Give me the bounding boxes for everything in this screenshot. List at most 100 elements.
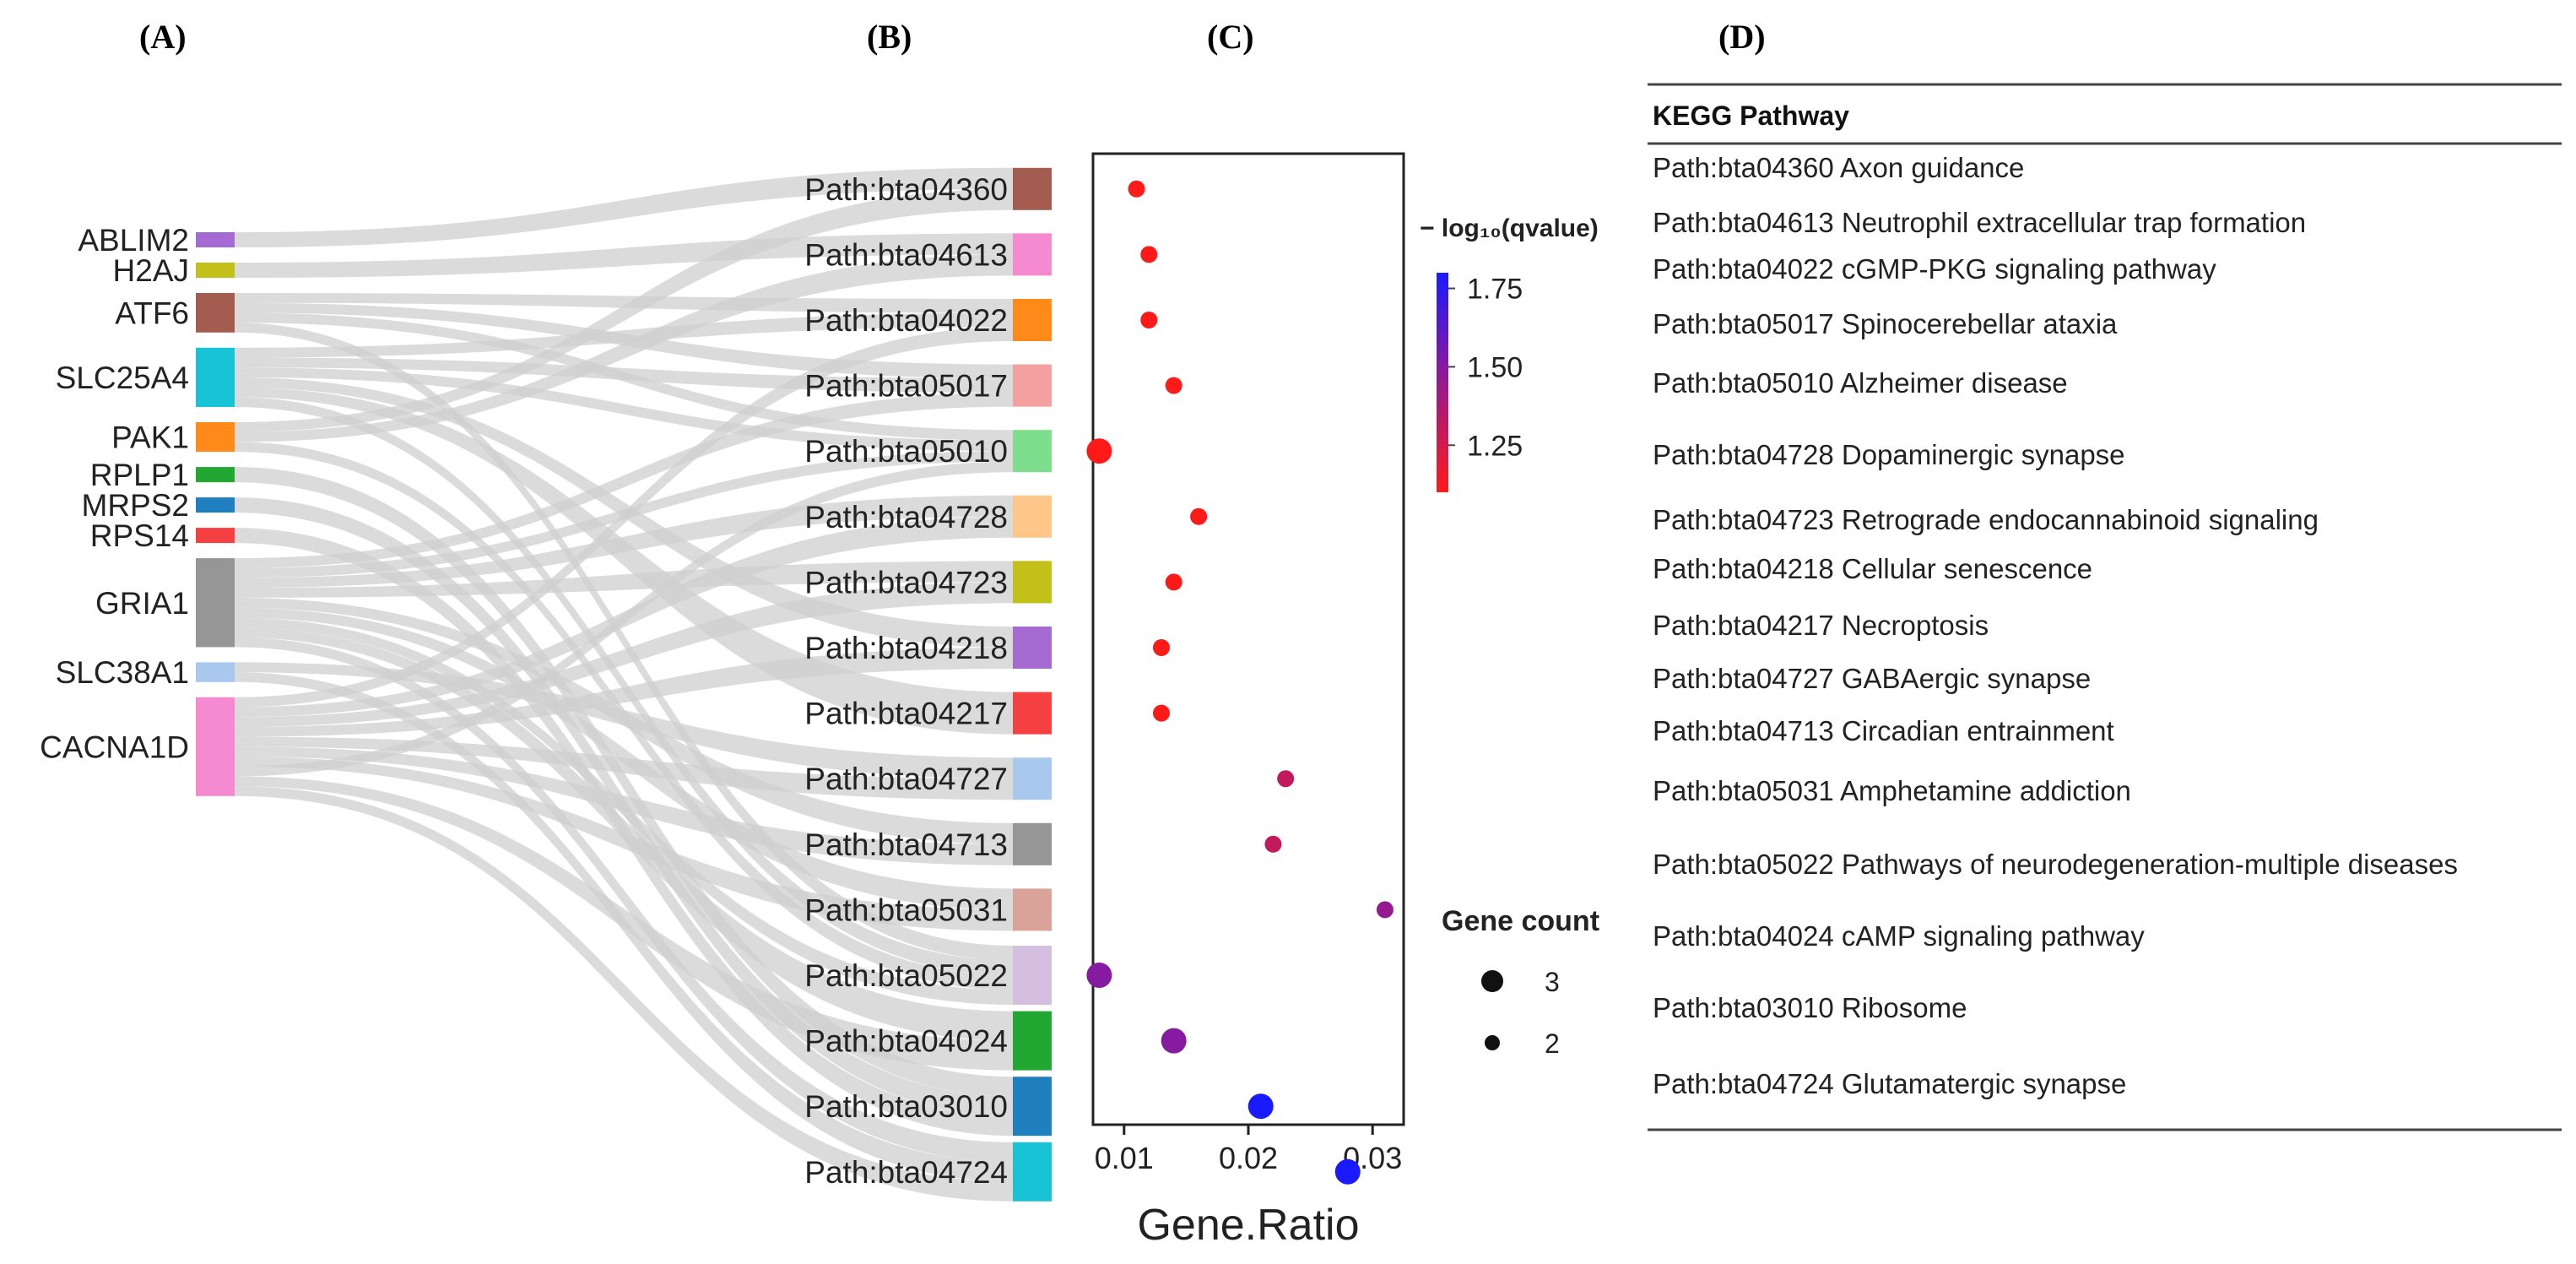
color-tick-label: 1.50 (1467, 351, 1523, 383)
table-row: Path:bta04024 cAMP signaling pathway (1653, 920, 2145, 952)
pathway-node-path-bta04217 (1013, 692, 1052, 735)
sankey-link-slc25a4-path-bta04022 (235, 312, 1013, 358)
sankey-pathway-nodes: Path:bta04360 Path:bta04613 Path:bta04022 P… (804, 167, 1052, 1202)
color-legend: − log₁₀(qvalue) 1.25 1.50 1.75 (1420, 214, 1599, 492)
size-legend-entries: 32 (1481, 967, 1560, 1059)
dot-path-bta04713 (1264, 835, 1282, 853)
pathway-label: Path:bta04713 (804, 827, 1008, 862)
gene-node-h2aj (196, 263, 235, 278)
size-legend-title: Gene count (1442, 905, 1599, 937)
x-tick-label: 0.02 (1219, 1141, 1278, 1175)
panel-label-a: (A) (139, 18, 187, 56)
sankey-link-cacna1d-path-bta04022 (235, 327, 1013, 708)
sankey-link-atf6-path-bta04022 (235, 293, 1013, 313)
dot-plot: 0.01 0.02 0.03 Gene.Ratio (1086, 152, 1405, 1250)
table-row: Path:bta04728 Dopaminergic synapse (1653, 439, 2125, 470)
table-row: Path:bta05010 Alzheimer disease (1653, 367, 2068, 399)
gene-label: ATF6 (115, 296, 189, 330)
gene-label: SLC25A4 (56, 361, 189, 395)
sankey-link-h2aj-path-bta04613 (235, 233, 1013, 278)
size-legend-dot-3 (1481, 970, 1503, 992)
pathway-label: Path:bta04024 (804, 1024, 1008, 1059)
dot-path-bta05010 (1086, 438, 1112, 464)
gene-node-mrps2 (196, 497, 235, 513)
dot-series (1086, 180, 1394, 1185)
dot-path-bta05031 (1376, 901, 1394, 919)
dot-path-bta04024 (1161, 1028, 1187, 1054)
table-row: Path:bta04217 Necroptosis (1653, 610, 1989, 641)
sankey-link-slc25a4-path-bta04217 (235, 387, 1013, 735)
sankey-link-slc25a4-path-bta05017 (235, 357, 1013, 393)
sankey-link-slc38a1-path-bta04727 (235, 662, 1013, 779)
pathway-label: Path:bta05010 (804, 434, 1008, 469)
pathway-label: Path:bta04218 (804, 631, 1008, 665)
sankey-link-cacna1d-path-bta05010 (235, 461, 1013, 777)
pathway-label: Path:bta04724 (804, 1155, 1008, 1190)
pathway-label: Path:bta05031 (804, 892, 1008, 927)
sankey-link-ablim2-path-bta04360 (235, 167, 1013, 247)
gene-node-atf6 (196, 293, 235, 333)
sankey-link-cacna1d-path-bta04024 (235, 776, 1013, 1071)
dot-path-bta04728 (1190, 507, 1208, 525)
pathway-node-path-bta04360 (1013, 167, 1052, 210)
table-row: Path:bta04713 Circadian entrainment (1653, 715, 2114, 746)
table-row: Path:bta04613 Neutrophil extracellular t… (1653, 207, 2306, 238)
sankey-link-slc25a4-path-bta05022 (235, 397, 1013, 975)
pathway-label: Path:bta05022 (804, 958, 1008, 993)
pathway-node-path-bta04728 (1013, 495, 1052, 538)
pathway-node-path-bta04024 (1013, 1011, 1052, 1071)
size-legend-dot-2 (1485, 1035, 1500, 1050)
color-legend-ticks: 1.25 1.50 1.75 (1448, 274, 1523, 462)
sankey-link-cacna1d-path-bta05031 (235, 757, 1013, 931)
x-axis-title: Gene.Ratio (1137, 1201, 1359, 1250)
table-row: Path:bta04218 Cellular senescence (1653, 553, 2092, 584)
pathway-node-path-bta04022 (1013, 299, 1052, 341)
pathway-label: Path:bta04613 (804, 237, 1008, 272)
sankey-link-rplp1-path-bta03010 (235, 467, 1013, 1097)
size-legend-label: 2 (1545, 1028, 1560, 1059)
pathway-label: Path:bta04022 (804, 303, 1008, 338)
pathway-label: Path:bta04727 (804, 762, 1008, 796)
pathway-node-path-bta05022 (1013, 946, 1052, 1005)
dot-path-bta04613 (1140, 246, 1158, 263)
gene-label: ABLIM2 (78, 223, 189, 258)
pathway-label: Path:bta04360 (804, 172, 1008, 207)
gene-label: RPLP1 (90, 458, 189, 492)
gene-label: GRIA1 (95, 586, 189, 621)
dot-path-bta05022 (1086, 963, 1112, 988)
pathway-node-path-bta05017 (1013, 364, 1052, 407)
pathway-node-path-bta04723 (1013, 561, 1052, 604)
table-row: Path:bta05017 Spinocerebellar ataxia (1653, 308, 2118, 339)
color-tick-label: 1.75 (1467, 274, 1523, 306)
pathway-node-path-bta04727 (1013, 757, 1052, 800)
kegg-table: KEGG Pathway Path:bta04360 Axon guidance… (1648, 83, 2562, 1131)
table-header: KEGG Pathway (1653, 100, 1849, 131)
sankey-link-pak1-path-bta04613 (235, 254, 1013, 442)
size-legend: Gene count 32 (1442, 905, 1599, 1059)
pathway-label: Path:bta03010 (804, 1089, 1008, 1124)
table-row: Path:bta04360 Axon guidance (1653, 152, 2024, 183)
sankey-link-cacna1d-path-bta04723 (235, 582, 1013, 727)
sankey-link-cacna1d-path-bta04218 (235, 648, 1013, 737)
table-row: Path:bta04022 cGMP-PKG signaling pathway (1653, 253, 2216, 285)
gene-node-rplp1 (196, 467, 235, 483)
sankey-link-gria1-path-bta04728 (235, 495, 1013, 589)
gene-label: H2AJ (113, 253, 189, 288)
pathway-label: Path:bta05017 (804, 369, 1008, 404)
dot-path-bta04022 (1140, 312, 1158, 328)
plot-frame (1091, 152, 1405, 1126)
sankey-link-cacna1d-path-bta04727 (235, 736, 1013, 800)
pathway-label: Path:bta04217 (804, 697, 1008, 731)
pathway-node-path-bta04724 (1013, 1142, 1052, 1202)
pathway-node-path-bta04218 (1013, 627, 1052, 669)
gene-node-pak1 (196, 422, 235, 453)
sankey-link-gria1-path-bta05017 (235, 392, 1013, 568)
gene-label: CACNA1D (40, 730, 189, 764)
table-row: Path:bta03010 Ribosome (1653, 992, 1967, 1023)
gene-node-slc38a1 (196, 662, 235, 682)
color-legend-bar (1437, 273, 1448, 492)
color-tick-label: 1.25 (1467, 430, 1523, 462)
gene-node-cacna1d (196, 697, 235, 796)
